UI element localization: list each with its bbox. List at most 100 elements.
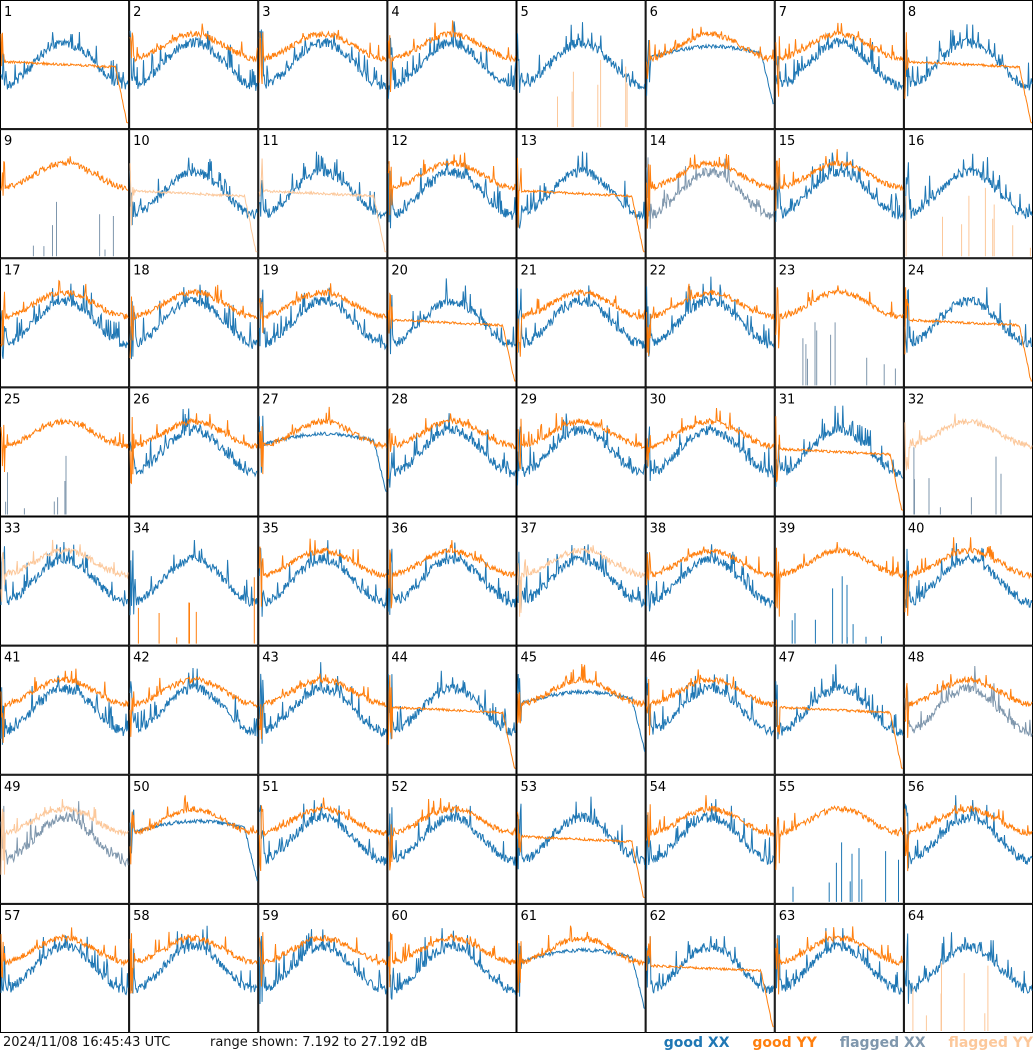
- xx-trace: [517, 413, 646, 486]
- panel-label: 5: [521, 5, 529, 20]
- panel-label: 12: [391, 134, 408, 149]
- panel-label: 46: [650, 651, 667, 666]
- panel-label: 44: [391, 651, 408, 666]
- panel-27: 27: [258, 387, 388, 517]
- yy-trace: [258, 538, 387, 607]
- panel-label: 49: [4, 780, 21, 795]
- yy-trace: [775, 926, 904, 995]
- yy-trace: [775, 416, 903, 511]
- yy-trace: [387, 20, 516, 93]
- footer: 2024/11/08 16:45:43 UTC range shown: 7.1…: [0, 1033, 1033, 1053]
- panel-frame: [903, 387, 1033, 517]
- panel-frame: [387, 645, 517, 775]
- panel-32: 32: [903, 387, 1033, 517]
- panel-frame: [387, 258, 517, 388]
- panel-55: 55: [774, 774, 904, 904]
- panel-5: 5: [516, 0, 646, 130]
- panel-19: 19: [258, 258, 388, 388]
- panel-12: 12: [387, 129, 517, 259]
- xx-trace: [646, 544, 775, 612]
- panel-64: 64: [903, 903, 1033, 1033]
- panel-34: 34: [129, 516, 259, 646]
- yy-trace: [646, 669, 774, 736]
- xx-trace: [258, 29, 387, 90]
- panel-33: 33: [0, 516, 130, 646]
- panel-10: 10: [129, 129, 259, 259]
- panel-37: 37: [516, 516, 646, 646]
- panel-frame: [0, 516, 130, 646]
- panel-label: 45: [521, 651, 538, 666]
- panel-frame: [258, 0, 388, 130]
- panel-6: 6: [645, 0, 775, 130]
- xx-trace: [646, 276, 775, 357]
- panel-label: 24: [908, 263, 925, 278]
- panel-label: 34: [133, 522, 150, 537]
- panel-label: 17: [4, 263, 21, 278]
- panel-label: 50: [133, 780, 150, 795]
- yy-trace: [912, 962, 989, 1031]
- yy-trace: [775, 699, 903, 769]
- yy-trace: [904, 674, 1033, 738]
- panel-frame: [0, 645, 130, 775]
- yy-trace: [258, 406, 387, 475]
- panel-label: 28: [391, 392, 408, 407]
- panel-frame: [774, 774, 904, 904]
- xx-trace: [0, 675, 129, 745]
- xx-trace: [258, 287, 387, 351]
- panel-24: 24: [903, 258, 1033, 388]
- yy-trace: [517, 663, 646, 724]
- panel-frame: [516, 516, 646, 646]
- yy-trace: [904, 804, 1033, 872]
- panel-22: 22: [645, 258, 775, 388]
- xx-trace: [5, 455, 67, 515]
- xx-trace: [904, 932, 1033, 1004]
- panel-46: 46: [645, 645, 775, 775]
- xx-trace: [387, 158, 516, 229]
- yy-trace: [646, 283, 775, 357]
- panel-11: 11: [258, 129, 388, 259]
- yy-trace: [387, 152, 516, 216]
- panel-frame: [387, 903, 517, 1033]
- yy-trace: [775, 149, 904, 211]
- legend-flagged-yy: flagged YY: [948, 1035, 1033, 1051]
- xx-trace: [517, 796, 646, 870]
- panel-label: 3: [262, 5, 270, 20]
- yy-trace: [258, 283, 387, 333]
- panel-7: 7: [774, 0, 904, 130]
- xx-trace: [904, 543, 1033, 608]
- panel-label: 29: [521, 392, 538, 407]
- panel-label: 38: [650, 522, 667, 537]
- xx-trace: [129, 539, 258, 616]
- legend-good-xx: good XX: [663, 1035, 730, 1051]
- xx-trace: [517, 673, 646, 752]
- xx-trace: [904, 665, 1033, 737]
- panel-51: 51: [258, 774, 388, 904]
- panel-label: 56: [908, 780, 925, 795]
- panel-23: 23: [774, 258, 904, 388]
- panel-49: 49: [0, 774, 130, 904]
- panel-52: 52: [387, 774, 517, 904]
- panel-1: 1: [0, 0, 130, 130]
- panel-45: 45: [516, 645, 646, 775]
- panel-label: 35: [262, 522, 279, 537]
- xx-trace: [646, 674, 775, 737]
- panel-label: 33: [4, 522, 21, 537]
- panel-26: 26: [129, 387, 259, 517]
- panel-label: 60: [391, 909, 408, 924]
- yy-trace: [387, 292, 516, 382]
- panel-35: 35: [258, 516, 388, 646]
- xx-trace: [258, 540, 387, 617]
- panel-2: 2: [129, 0, 259, 130]
- panel-40: 40: [903, 516, 1033, 646]
- panel-frame: [645, 774, 775, 904]
- panel-label: 15: [779, 134, 796, 149]
- yy-trace: [517, 811, 645, 898]
- panel-42: 42: [129, 645, 259, 775]
- panel-label: 7: [779, 5, 787, 20]
- panel-frame: [516, 645, 646, 775]
- panel-frame: [774, 903, 904, 1033]
- xx-trace: [775, 405, 904, 487]
- panel-62: 62: [645, 903, 775, 1033]
- xx-trace: [792, 842, 899, 902]
